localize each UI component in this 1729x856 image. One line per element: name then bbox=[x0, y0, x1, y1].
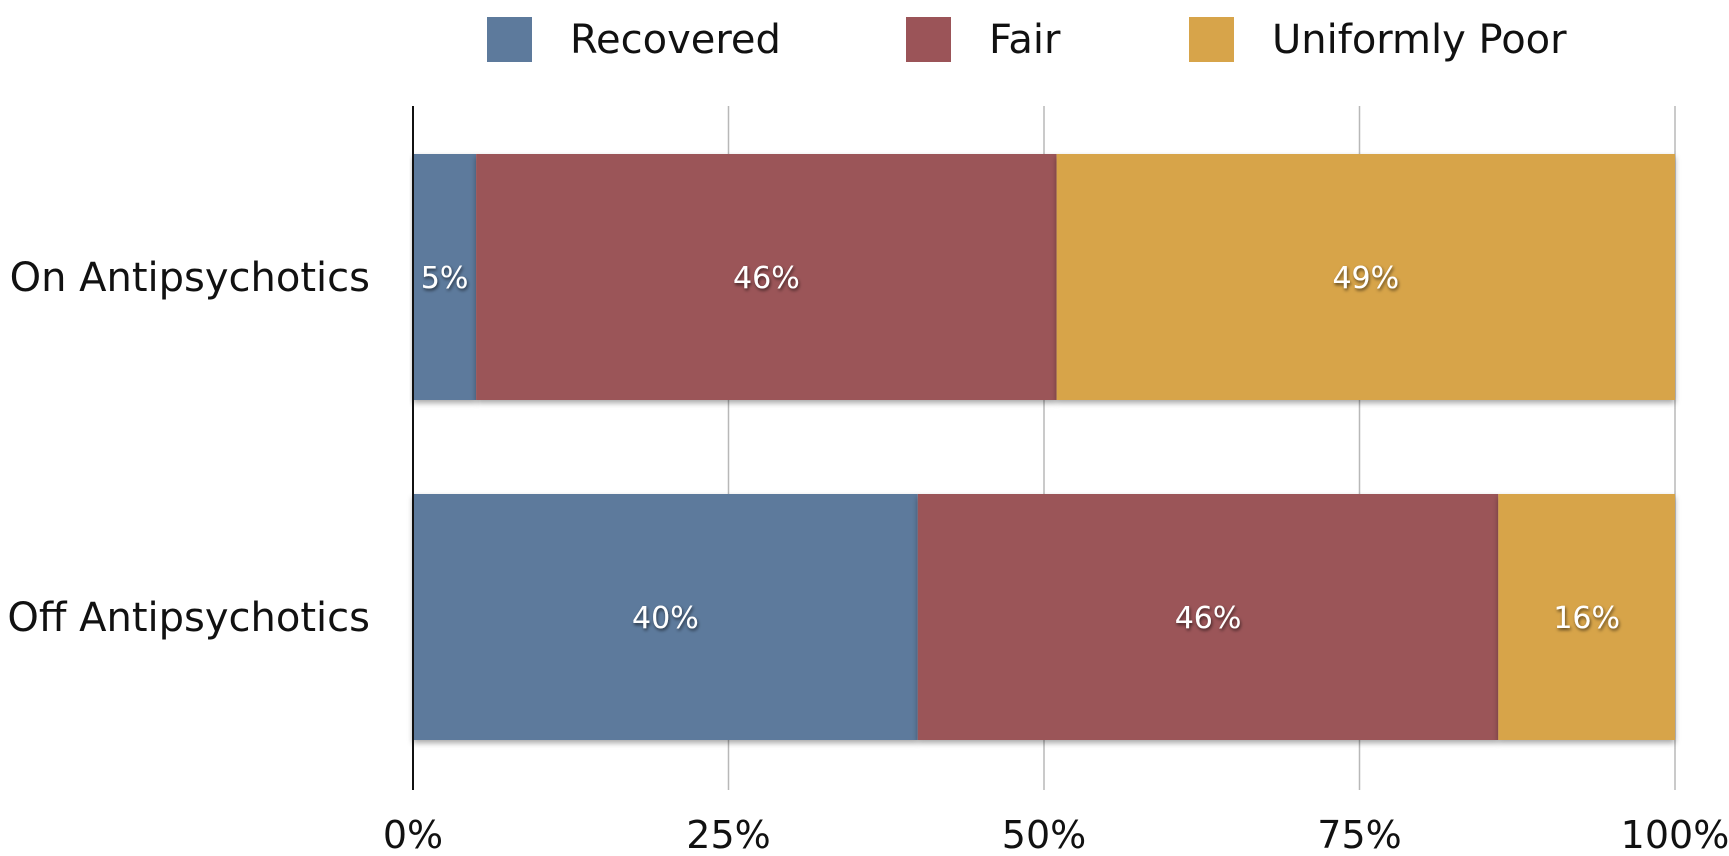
bar-recovered-on-antipsychotics bbox=[413, 154, 477, 400]
x-tick-label: 25% bbox=[686, 813, 770, 856]
legend-label-fair: Fair bbox=[989, 17, 1061, 63]
legend-swatch-recovered bbox=[487, 17, 532, 62]
x-tick-label: 0% bbox=[383, 813, 443, 856]
legend-label-uniformly-poor: Uniformly Poor bbox=[1272, 17, 1567, 63]
data-label-fair-off-antipsychotics: 46% bbox=[1175, 601, 1242, 636]
legend-label-recovered: Recovered bbox=[570, 17, 781, 63]
x-tick-label: 100% bbox=[1621, 813, 1729, 856]
bars bbox=[413, 154, 1675, 740]
data-label-recovered-on-antipsychotics: 5% bbox=[421, 261, 469, 296]
data-label-uniformly-poor-on-antipsychotics: 49% bbox=[1332, 261, 1399, 296]
bar-uniformly-poor-off-antipsychotics bbox=[1498, 494, 1675, 740]
x-tick-label: 75% bbox=[1317, 813, 1401, 856]
legend-swatch-fair bbox=[906, 17, 951, 62]
category-label-on-antipsychotics: On Antipsychotics bbox=[10, 255, 370, 301]
bar-recovered-off-antipsychotics bbox=[413, 494, 918, 740]
data-label-recovered-off-antipsychotics: 40% bbox=[632, 601, 699, 636]
category-label-off-antipsychotics: Off Antipsychotics bbox=[7, 595, 370, 641]
bar-uniformly-poor-on-antipsychotics bbox=[1056, 154, 1675, 400]
bar-fair-off-antipsychotics bbox=[917, 494, 1499, 740]
legend: Recovered Fair Uniformly Poor bbox=[487, 17, 1567, 63]
legend-swatch-uniformly-poor bbox=[1189, 17, 1234, 62]
axes: 0% 25% 50% 75% 100% On Antipsychotics Off Anti… bbox=[7, 106, 1729, 856]
data-label-uniformly-poor-off-antipsychotics: 16% bbox=[1553, 601, 1620, 636]
data-labels: 5% 46% 49% 40% 46% 16% bbox=[421, 261, 1620, 636]
x-tick-label: 50% bbox=[1002, 813, 1086, 856]
data-label-fair-on-antipsychotics: 46% bbox=[733, 261, 800, 296]
bar-fair-on-antipsychotics bbox=[476, 154, 1057, 400]
